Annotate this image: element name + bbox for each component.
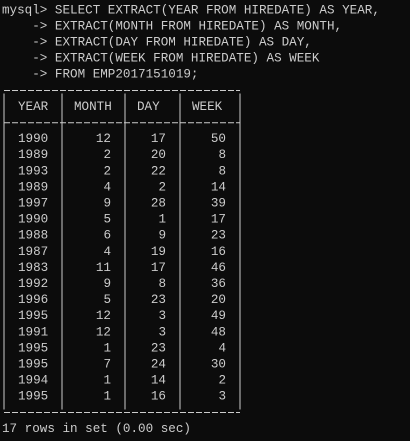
table-cell: 11 [96,261,111,275]
table-cell: 1997 [18,197,48,211]
table-cell: 16 [211,245,226,259]
table-cell: 12 [96,132,111,146]
table-cell: 12 [96,309,111,323]
table-cell: 1988 [18,229,48,243]
table-cell: 9 [103,277,111,291]
table-cell: 1991 [18,325,48,339]
table-cell: 2 [158,180,166,194]
table-cell: 1 [158,213,166,227]
table-cell: 1 [103,341,111,355]
table-cell: 5 [103,293,111,307]
table-cell: 17 [151,132,166,146]
table-cell: 1990 [18,213,48,227]
table-cell: 1989 [18,180,48,194]
table-cell: 5 [103,213,111,227]
table-cell: 50 [211,132,226,146]
table-cell: 14 [151,374,166,388]
table-cell: 1996 [18,293,48,307]
table-cell: 3 [158,309,166,323]
query-line: mysql> SELECT EXTRACT(YEAR FROM HIREDATE… [2,3,380,17]
query-line: -> EXTRACT(WEEK FROM HIREDATE) AS WEEK [2,52,320,66]
query-line: -> EXTRACT(DAY FROM HIREDATE) AS DAY, [2,36,312,50]
table-cell: 12 [96,325,111,339]
table-cell: 19 [151,245,166,259]
table-cell: 4 [218,341,226,355]
table-cell: 49 [211,309,226,323]
table-cell: 3 [158,325,166,339]
column-header: MONTH [74,100,112,114]
table-cell: 2 [103,148,111,162]
query-line: -> EXTRACT(MONTH FROM HIREDATE) AS MONTH… [2,19,342,33]
table-cell: 3 [218,390,226,404]
table-cell: 39 [211,197,226,211]
column-header: WEEK [192,100,223,114]
table-cell: 7 [103,358,111,372]
table-cell: 30 [211,358,226,372]
table-cell: 1995 [18,309,48,323]
table-cell: 24 [151,358,166,372]
table-cell: 23 [151,341,166,355]
table-cell: 1995 [18,390,48,404]
table-cell: 48 [211,325,226,339]
table-cell: 14 [211,180,226,194]
table-cell: 1995 [18,358,48,372]
table-cell: 23 [211,229,226,243]
table-cell: 36 [211,277,226,291]
table-cell: 4 [103,245,111,259]
column-header: DAY [137,100,160,114]
table-cell: 9 [103,197,111,211]
table-cell: 2 [218,374,226,388]
table-cell: 8 [158,277,166,291]
table-cell: 28 [151,197,166,211]
table-cell: 20 [211,293,226,307]
table-cell: 8 [218,164,226,178]
table-cell: 17 [151,261,166,275]
table-cell: 6 [103,229,111,243]
table-cell: 1994 [18,374,48,388]
table-cell: 1993 [18,164,48,178]
table-cell: 2 [103,164,111,178]
table-cell: 1987 [18,245,48,259]
query-line: -> FROM EMP2017151019; [2,68,199,82]
table-cell: 1990 [18,132,48,146]
table-cell: 17 [211,213,226,227]
table-cell: 1983 [18,261,48,275]
table-cell: 16 [151,390,166,404]
table-cell: 23 [151,293,166,307]
table-cell: 46 [211,261,226,275]
table-cell: 20 [151,148,166,162]
table-cell: 22 [151,164,166,178]
table-cell: 1992 [18,277,48,291]
table-cell: 1995 [18,341,48,355]
table-cell: 1989 [18,148,48,162]
table-cell: 4 [103,180,111,194]
table-cell: 9 [158,229,166,243]
table-cell: 8 [218,148,226,162]
table-cell: 1 [103,390,111,404]
column-header: YEAR [18,100,49,114]
table-cell: 1 [103,374,111,388]
result-footer: 17 rows in set (0.00 sec) [2,422,191,436]
